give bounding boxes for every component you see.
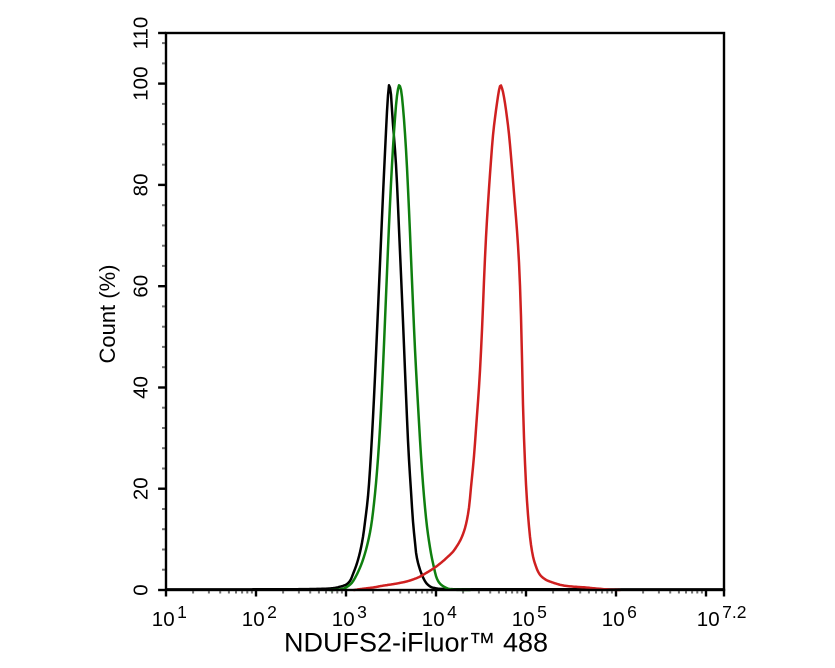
svg-text:80: 80 — [130, 173, 153, 196]
svg-text:40: 40 — [130, 376, 153, 399]
svg-text:60: 60 — [130, 275, 153, 298]
svg-text:Count (%): Count (%) — [95, 264, 120, 363]
svg-text:0: 0 — [130, 584, 153, 595]
svg-text:110: 110 — [130, 17, 153, 50]
svg-text:100: 100 — [130, 66, 153, 100]
svg-text:20: 20 — [130, 477, 153, 500]
svg-text:NDUFS2-iFluor™ 488: NDUFS2-iFluor™ 488 — [284, 628, 548, 658]
